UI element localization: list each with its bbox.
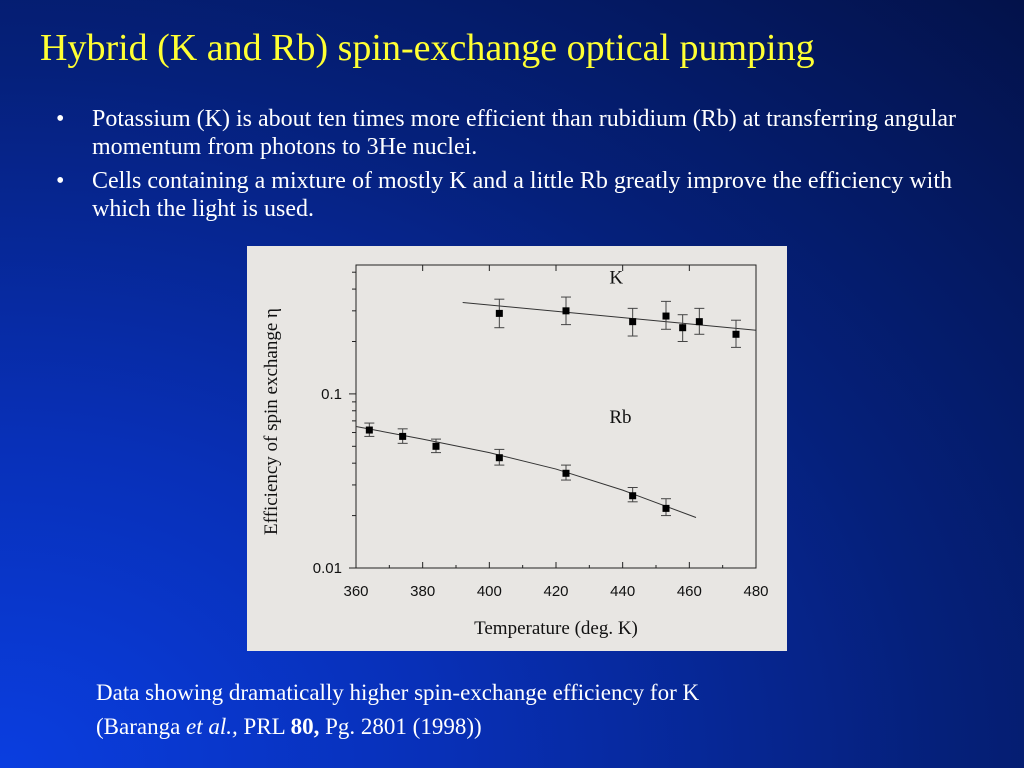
x-tick-label: 420 bbox=[543, 583, 568, 600]
caption-etal: et al., bbox=[186, 714, 238, 739]
data-point-k bbox=[695, 318, 703, 326]
x-tick-label: 360 bbox=[343, 583, 368, 600]
bullet-marker: • bbox=[56, 106, 65, 132]
caption-rest: Pg. 2801 (1998)) bbox=[319, 714, 482, 739]
efficiency-chart: 360 380 400 420 440 460 480 0.01 0.1 Temperature … bbox=[261, 264, 769, 639]
data-point-k bbox=[732, 330, 740, 338]
slide-title: Hybrid (K and Rb) spin-exchange optical … bbox=[40, 27, 815, 69]
data-point-rb bbox=[399, 432, 407, 440]
data-point-rb bbox=[365, 426, 373, 434]
y-tick-label: 0.01 bbox=[313, 560, 342, 577]
data-point-rb bbox=[495, 454, 503, 462]
data-point-rb bbox=[432, 442, 440, 450]
data-point-rb bbox=[629, 492, 637, 500]
bullet-text: Potassium (K) is about ten times more ef… bbox=[92, 106, 957, 160]
chart-panel: 360 380 400 420 440 460 480 0.01 0.1 Temperature … bbox=[247, 246, 787, 651]
x-tick-label: 480 bbox=[743, 583, 768, 600]
fit-line-k bbox=[462, 301, 757, 331]
x-axis-label: Temperature (deg. K) bbox=[474, 618, 638, 639]
x-tick-label: 380 bbox=[410, 583, 435, 600]
caption-volume: 80, bbox=[290, 714, 320, 739]
caption-line-1: Data showing dramatically higher spin-ex… bbox=[96, 680, 700, 705]
data-point-k bbox=[495, 309, 503, 317]
bullet-marker: • bbox=[56, 168, 65, 194]
y-axis-label: Efficiency of spin exchange η bbox=[261, 308, 282, 535]
bullet-item: • Potassium (K) is about ten times more … bbox=[56, 105, 956, 161]
series-annotation: Rb bbox=[609, 407, 631, 428]
data-point-k bbox=[679, 324, 687, 332]
x-tick-label: 400 bbox=[477, 583, 502, 600]
figure-caption: Data showing dramatically higher spin-ex… bbox=[96, 676, 699, 744]
data-point-rb bbox=[562, 469, 570, 477]
data-point-rb bbox=[662, 504, 670, 512]
bullet-item: • Cells containing a mixture of mostly K… bbox=[56, 167, 956, 223]
fit-line-rb bbox=[355, 425, 697, 518]
caption-line-2: (Baranga et al., PRL 80, Pg. 2801 (1998)… bbox=[96, 710, 699, 744]
x-tick-label: 440 bbox=[610, 583, 635, 600]
series-annotation: K bbox=[609, 268, 623, 289]
caption-open: (Baranga bbox=[96, 714, 187, 739]
bullet-text: Cells containing a mixture of mostly K a… bbox=[92, 168, 953, 222]
data-point-k bbox=[562, 307, 570, 315]
data-point-k bbox=[662, 312, 670, 320]
x-tick-label: 460 bbox=[677, 583, 702, 600]
data-point-k bbox=[629, 318, 637, 326]
caption-journal: PRL bbox=[237, 714, 291, 739]
y-tick-label: 0.1 bbox=[321, 386, 342, 403]
bullet-list: • Potassium (K) is about ten times more … bbox=[56, 105, 956, 229]
plot-frame bbox=[355, 264, 757, 569]
